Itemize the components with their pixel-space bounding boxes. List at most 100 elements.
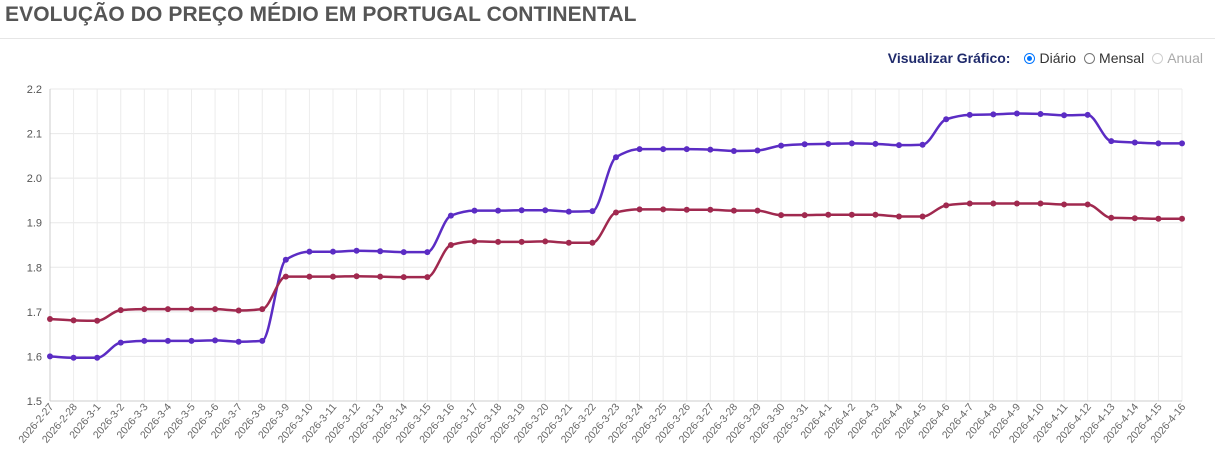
data-point[interactable] [636, 146, 643, 153]
data-point[interactable] [1037, 110, 1044, 117]
data-point[interactable] [141, 306, 148, 313]
data-point[interactable] [943, 202, 950, 209]
data-point[interactable] [848, 140, 855, 147]
radio-option-mensal[interactable]: Mensal [1084, 50, 1144, 66]
data-point[interactable] [1037, 200, 1044, 207]
data-point[interactable] [613, 154, 619, 161]
data-point[interactable] [259, 337, 266, 344]
data-point[interactable] [943, 116, 950, 123]
radio-option-diario[interactable]: Diário [1024, 50, 1076, 66]
data-point[interactable] [542, 207, 549, 214]
data-point[interactable] [966, 111, 973, 118]
data-point[interactable] [872, 140, 879, 147]
data-point[interactable] [801, 212, 808, 219]
data-point[interactable] [353, 247, 360, 254]
data-point[interactable] [919, 141, 926, 148]
data-point[interactable] [47, 353, 53, 360]
data-point[interactable] [117, 307, 124, 314]
data-point[interactable] [141, 337, 148, 344]
data-point[interactable] [188, 306, 195, 313]
data-point[interactable] [400, 249, 407, 256]
data-point[interactable] [848, 211, 855, 218]
data-point[interactable] [1155, 215, 1162, 222]
data-point[interactable] [47, 315, 53, 322]
data-point[interactable] [70, 354, 77, 361]
data-point[interactable] [424, 249, 431, 256]
data-point[interactable] [990, 111, 997, 118]
data-point[interactable] [282, 273, 289, 280]
data-point[interactable] [613, 209, 619, 216]
data-point[interactable] [330, 248, 336, 255]
data-point[interactable] [1108, 138, 1115, 145]
data-point[interactable] [778, 142, 785, 149]
data-point[interactable] [1179, 215, 1185, 222]
data-point[interactable] [471, 238, 478, 245]
data-point[interactable] [306, 273, 313, 280]
data-point[interactable] [589, 208, 596, 215]
data-point[interactable] [1108, 214, 1115, 221]
data-point[interactable] [212, 306, 219, 313]
data-point[interactable] [447, 242, 454, 248]
data-point[interactable] [235, 307, 242, 314]
data-point[interactable] [778, 212, 785, 219]
data-point[interactable] [330, 273, 336, 280]
data-point[interactable] [471, 207, 478, 214]
data-point[interactable] [1131, 139, 1138, 146]
data-point[interactable] [754, 147, 761, 154]
data-point[interactable] [400, 274, 407, 281]
data-point[interactable] [94, 354, 101, 361]
data-point[interactable] [801, 141, 808, 148]
data-point[interactable] [235, 338, 242, 345]
data-point[interactable] [1013, 110, 1020, 117]
data-point[interactable] [424, 274, 431, 281]
data-point[interactable] [1155, 140, 1162, 147]
data-point[interactable] [212, 337, 219, 344]
data-point[interactable] [306, 248, 313, 255]
data-point[interactable] [542, 238, 549, 245]
data-point[interactable] [188, 337, 195, 344]
data-point[interactable] [447, 212, 454, 219]
data-point[interactable] [518, 207, 525, 214]
data-point[interactable] [565, 239, 572, 246]
data-point[interactable] [164, 306, 171, 313]
data-point[interactable] [825, 211, 832, 218]
data-point[interactable] [495, 207, 502, 214]
data-point[interactable] [495, 238, 502, 245]
data-point[interactable] [660, 206, 667, 213]
data-point[interactable] [565, 208, 572, 215]
data-point[interactable] [660, 146, 667, 153]
data-point[interactable] [1013, 200, 1020, 207]
data-point[interactable] [896, 213, 902, 220]
data-point[interactable] [990, 200, 997, 207]
data-point[interactable] [94, 317, 101, 324]
data-point[interactable] [896, 142, 902, 149]
data-point[interactable] [919, 213, 926, 220]
data-point[interactable] [282, 256, 289, 263]
data-point[interactable] [730, 207, 737, 214]
data-point[interactable] [1084, 111, 1091, 118]
data-point[interactable] [259, 306, 266, 313]
data-point[interactable] [518, 238, 525, 245]
data-point[interactable] [1061, 112, 1068, 119]
radio-diario[interactable] [1024, 52, 1036, 64]
data-point[interactable] [377, 248, 384, 255]
data-point[interactable] [1084, 201, 1091, 208]
data-point[interactable] [825, 140, 832, 147]
data-point[interactable] [1131, 215, 1138, 222]
data-point[interactable] [636, 206, 643, 213]
data-point[interactable] [1179, 140, 1185, 147]
radio-mensal[interactable] [1084, 52, 1096, 64]
data-point[interactable] [872, 211, 879, 218]
data-point[interactable] [164, 337, 171, 344]
data-point[interactable] [707, 146, 714, 153]
data-point[interactable] [1061, 201, 1068, 208]
data-point[interactable] [966, 200, 973, 207]
data-point[interactable] [589, 239, 596, 246]
data-point[interactable] [70, 317, 77, 324]
data-point[interactable] [683, 206, 690, 213]
data-point[interactable] [117, 339, 124, 346]
data-point[interactable] [707, 206, 714, 213]
data-point[interactable] [353, 273, 360, 280]
data-point[interactable] [730, 147, 737, 154]
data-point[interactable] [754, 207, 761, 214]
